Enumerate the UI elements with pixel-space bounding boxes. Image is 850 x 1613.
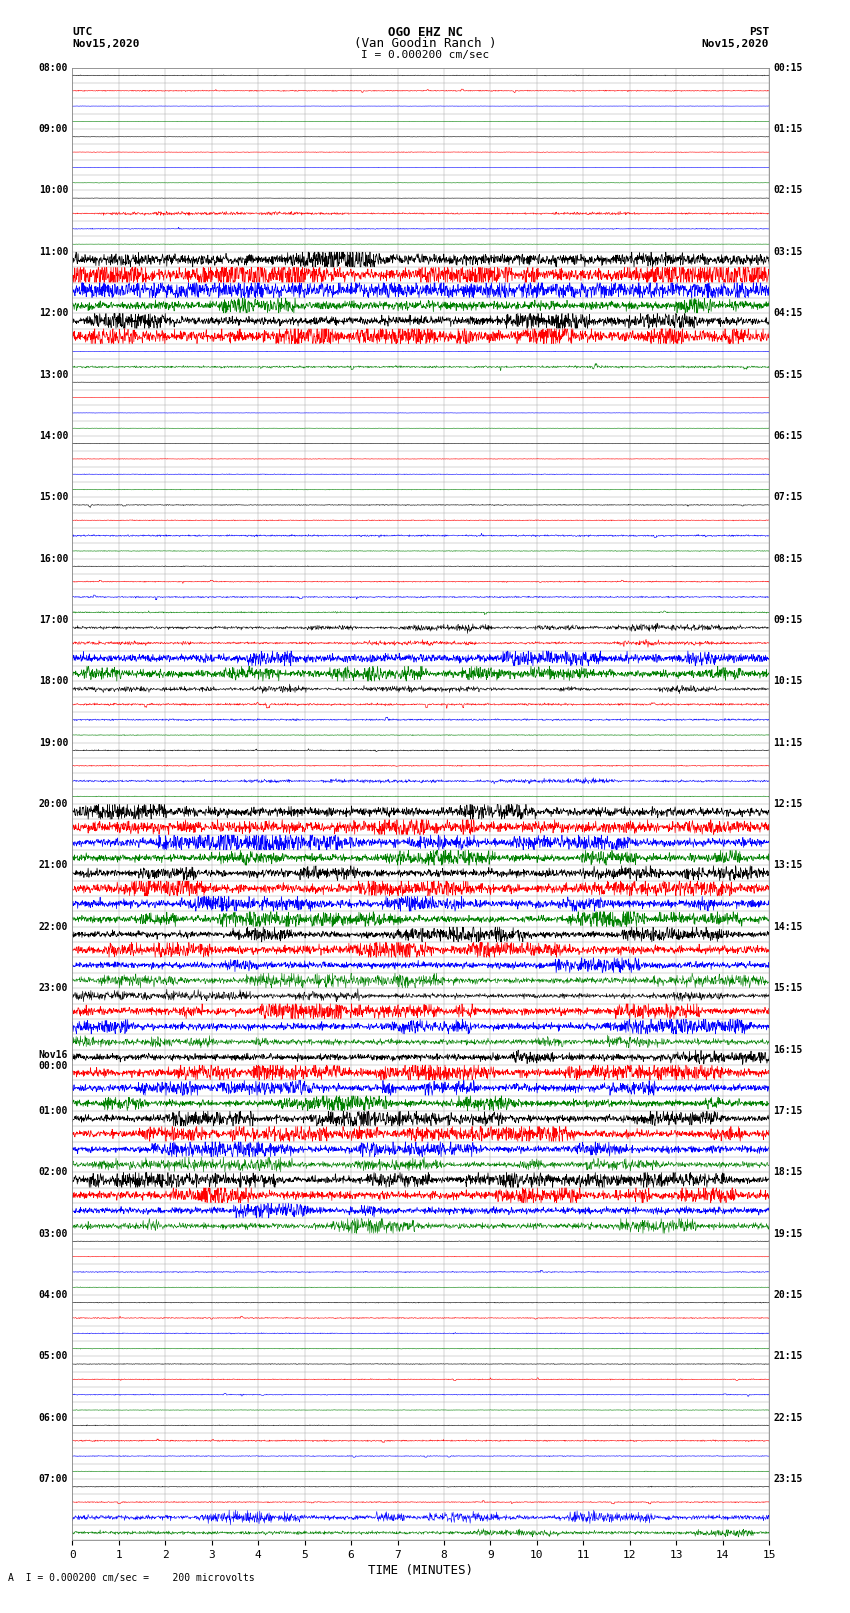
Text: OGO EHZ NC: OGO EHZ NC (388, 26, 462, 39)
Text: 04:15: 04:15 (774, 308, 803, 318)
Text: PST: PST (749, 27, 769, 37)
Text: 20:00: 20:00 (38, 798, 68, 810)
Text: A  I = 0.000200 cm/sec =    200 microvolts: A I = 0.000200 cm/sec = 200 microvolts (8, 1573, 255, 1582)
Text: 05:00: 05:00 (38, 1352, 68, 1361)
Text: 00:15: 00:15 (774, 63, 803, 73)
Text: 11:00: 11:00 (38, 247, 68, 256)
Text: 13:15: 13:15 (774, 860, 803, 871)
Text: 17:00: 17:00 (38, 615, 68, 624)
Text: 05:15: 05:15 (774, 369, 803, 379)
Text: 10:15: 10:15 (774, 676, 803, 687)
Text: 12:15: 12:15 (774, 798, 803, 810)
Text: 10:00: 10:00 (38, 185, 68, 195)
Text: 02:15: 02:15 (774, 185, 803, 195)
Text: 14:00: 14:00 (38, 431, 68, 440)
Text: 07:00: 07:00 (38, 1474, 68, 1484)
Text: 08:00: 08:00 (38, 63, 68, 73)
Text: 03:00: 03:00 (38, 1229, 68, 1239)
Text: 23:00: 23:00 (38, 984, 68, 994)
Text: 03:15: 03:15 (774, 247, 803, 256)
Text: 19:00: 19:00 (38, 737, 68, 748)
Text: 09:00: 09:00 (38, 124, 68, 134)
Text: 07:15: 07:15 (774, 492, 803, 502)
Text: 23:15: 23:15 (774, 1474, 803, 1484)
Text: 22:15: 22:15 (774, 1413, 803, 1423)
Text: 16:00: 16:00 (38, 553, 68, 563)
Text: 06:00: 06:00 (38, 1413, 68, 1423)
Text: 12:00: 12:00 (38, 308, 68, 318)
Text: 18:00: 18:00 (38, 676, 68, 687)
Text: 15:00: 15:00 (38, 492, 68, 502)
Text: 09:15: 09:15 (774, 615, 803, 624)
Text: 08:15: 08:15 (774, 553, 803, 563)
X-axis label: TIME (MINUTES): TIME (MINUTES) (368, 1565, 473, 1578)
Text: Nov15,2020: Nov15,2020 (702, 39, 769, 48)
Text: 21:00: 21:00 (38, 860, 68, 871)
Text: 20:15: 20:15 (774, 1290, 803, 1300)
Text: 01:15: 01:15 (774, 124, 803, 134)
Text: 01:00: 01:00 (38, 1107, 68, 1116)
Text: 21:15: 21:15 (774, 1352, 803, 1361)
Text: 06:15: 06:15 (774, 431, 803, 440)
Text: 11:15: 11:15 (774, 737, 803, 748)
Text: Nov15,2020: Nov15,2020 (72, 39, 139, 48)
Text: 16:15: 16:15 (774, 1045, 803, 1055)
Text: 19:15: 19:15 (774, 1229, 803, 1239)
Text: (Van Goodin Ranch ): (Van Goodin Ranch ) (354, 37, 496, 50)
Text: 14:15: 14:15 (774, 921, 803, 932)
Text: UTC: UTC (72, 27, 93, 37)
Text: 04:00: 04:00 (38, 1290, 68, 1300)
Text: 02:00: 02:00 (38, 1168, 68, 1177)
Text: Nov16
00:00: Nov16 00:00 (38, 1050, 68, 1071)
Text: 15:15: 15:15 (774, 984, 803, 994)
Text: 22:00: 22:00 (38, 921, 68, 932)
Text: 18:15: 18:15 (774, 1168, 803, 1177)
Text: 17:15: 17:15 (774, 1107, 803, 1116)
Text: 13:00: 13:00 (38, 369, 68, 379)
Text: I = 0.000200 cm/sec: I = 0.000200 cm/sec (361, 50, 489, 60)
